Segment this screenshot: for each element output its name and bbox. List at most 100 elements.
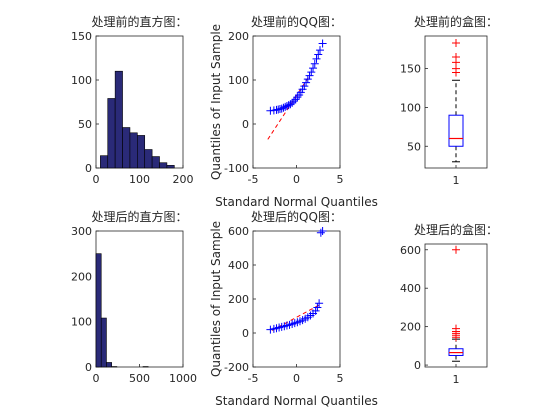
hist-after-axes	[95, 230, 184, 368]
box-before-ytick-label: 150	[400, 63, 421, 76]
qq-before-xlabel: Standard Normal Quantiles	[215, 195, 378, 209]
qq-before-point	[281, 102, 290, 111]
hist-before-bar	[151, 156, 160, 169]
box-after-title: 处理后的盒图：	[414, 222, 498, 237]
qq-before-xtick-label: 0	[293, 173, 300, 186]
qq-before-xtick-label: -5	[248, 173, 259, 186]
qq-after-point	[318, 227, 327, 235]
qq-after-ytick-label: -200	[224, 361, 249, 374]
box-before-ytick-label: 50	[407, 140, 421, 153]
box-before-outlier	[452, 52, 460, 61]
qq-before-title: 处理前的QQ图：	[251, 14, 342, 29]
box-after-ytick-label: 400	[400, 282, 421, 295]
box-before-box	[448, 114, 464, 147]
hist-before-bar	[107, 98, 116, 169]
qq-before-point	[305, 71, 314, 80]
hist-after-ytick-label: 0	[85, 361, 92, 374]
qq-before-point	[277, 104, 286, 113]
qq-after-xtick-label: 5	[337, 372, 344, 385]
hist-after-ytick-label: 200	[71, 270, 92, 283]
hist-after-bar	[95, 253, 102, 368]
hist-before-xtick-label: 100	[129, 173, 150, 186]
qq-after-point	[313, 303, 322, 312]
hist-before-bar	[144, 149, 153, 169]
qq-before-point	[300, 82, 309, 91]
qq-before-axes	[252, 35, 341, 169]
qq-before-point	[310, 59, 319, 68]
hist-after-ytick-label: 100	[71, 316, 92, 329]
box-after-category-label: 1	[453, 373, 460, 386]
box-before-axes	[424, 35, 488, 169]
hist-after-xtick-label: 1000	[169, 372, 197, 385]
qq-before-ytick-label: 200	[228, 30, 249, 43]
qq-before-frame	[252, 35, 341, 169]
hist-after-xtick-label: 0	[93, 372, 100, 385]
qq-after-xlabel: Standard Normal Quantiles	[215, 394, 378, 408]
qq-before-xtick-label: 5	[337, 173, 344, 186]
qq-before-point	[309, 64, 318, 73]
qq-before-point	[307, 68, 316, 77]
qq-before-ytick-label: 100	[228, 74, 249, 87]
box-after-axes	[424, 243, 488, 368]
hist-before-bar	[166, 165, 175, 169]
qq-before-ytick-label: -100	[224, 162, 249, 175]
qq-before-point	[279, 103, 288, 112]
hist-before-xtick-label: 200	[173, 173, 194, 186]
hist-before-bar	[114, 70, 123, 169]
qq-after-xtick-label: -5	[248, 372, 259, 385]
qq-after-point	[311, 306, 320, 315]
qq-before-point	[303, 75, 312, 84]
hist-before-bar	[100, 155, 109, 169]
hist-after-xtick-label: 500	[129, 372, 150, 385]
qq-after-xtick-label: 0	[293, 372, 300, 385]
qq-after-ylabel: Quantiles of Input Sample	[209, 221, 223, 377]
box-before-outlier	[452, 38, 460, 47]
qq-after-ytick-label: 400	[228, 259, 249, 272]
qq-before-point	[315, 46, 324, 55]
qq-after-axes	[252, 227, 341, 368]
box-after-outlier	[452, 245, 460, 254]
qq-before-point	[314, 50, 323, 59]
box-after-ytick-label: 600	[400, 244, 421, 257]
hist-before-bar	[137, 135, 146, 169]
box-after-ytick-label: 0	[414, 359, 421, 372]
hist-before-bar	[122, 127, 131, 169]
hist-before-ytick-label: 50	[78, 118, 92, 131]
qq-before-point	[291, 95, 300, 104]
hist-before-bar	[129, 132, 138, 169]
hist-after-bar	[100, 317, 107, 368]
box-after-outlier	[452, 324, 460, 333]
hist-before-ytick-label: 100	[71, 74, 92, 87]
hist-after-ytick-label: 300	[71, 225, 92, 238]
qq-before-point	[288, 98, 297, 107]
qq-before-point	[289, 97, 298, 106]
hist-after-frame	[95, 230, 184, 368]
hist-before-ytick-label: 150	[71, 30, 92, 43]
qq-after-point	[316, 228, 325, 237]
qq-after-point	[266, 325, 275, 334]
box-after-ytick-label: 200	[400, 321, 421, 334]
box-before-ytick-label: 100	[400, 101, 421, 114]
qq-after-ytick-label: 600	[228, 225, 249, 238]
qq-after-ytick-label: 0	[242, 327, 249, 340]
hist-before-axes	[95, 35, 184, 169]
qq-after-reference-line	[271, 303, 322, 331]
qq-after-ytick-label: 200	[228, 293, 249, 306]
hist-before-ytick-label: 0	[85, 162, 92, 175]
qq-before-point	[302, 78, 311, 87]
qq-before-point	[282, 101, 291, 110]
qq-before-ytick-label: 0	[242, 118, 249, 131]
qq-before-point	[312, 54, 321, 63]
hist-before-bar	[159, 162, 168, 169]
qq-after-title: 处理后的QQ图：	[251, 209, 342, 224]
qq-after-frame	[252, 230, 341, 368]
qq-after-point	[315, 299, 324, 308]
box-before-title: 处理前的盒图：	[414, 14, 498, 29]
hist-before-xtick-label: 0	[93, 173, 100, 186]
qq-before-ylabel: Quantiles of Input Sample	[209, 24, 223, 180]
hist-before-title: 处理前的直方图：	[91, 14, 187, 29]
qq-before-point	[318, 39, 327, 48]
hist-after-bar	[106, 362, 112, 368]
hist-after-title: 处理后的直方图：	[91, 209, 187, 224]
